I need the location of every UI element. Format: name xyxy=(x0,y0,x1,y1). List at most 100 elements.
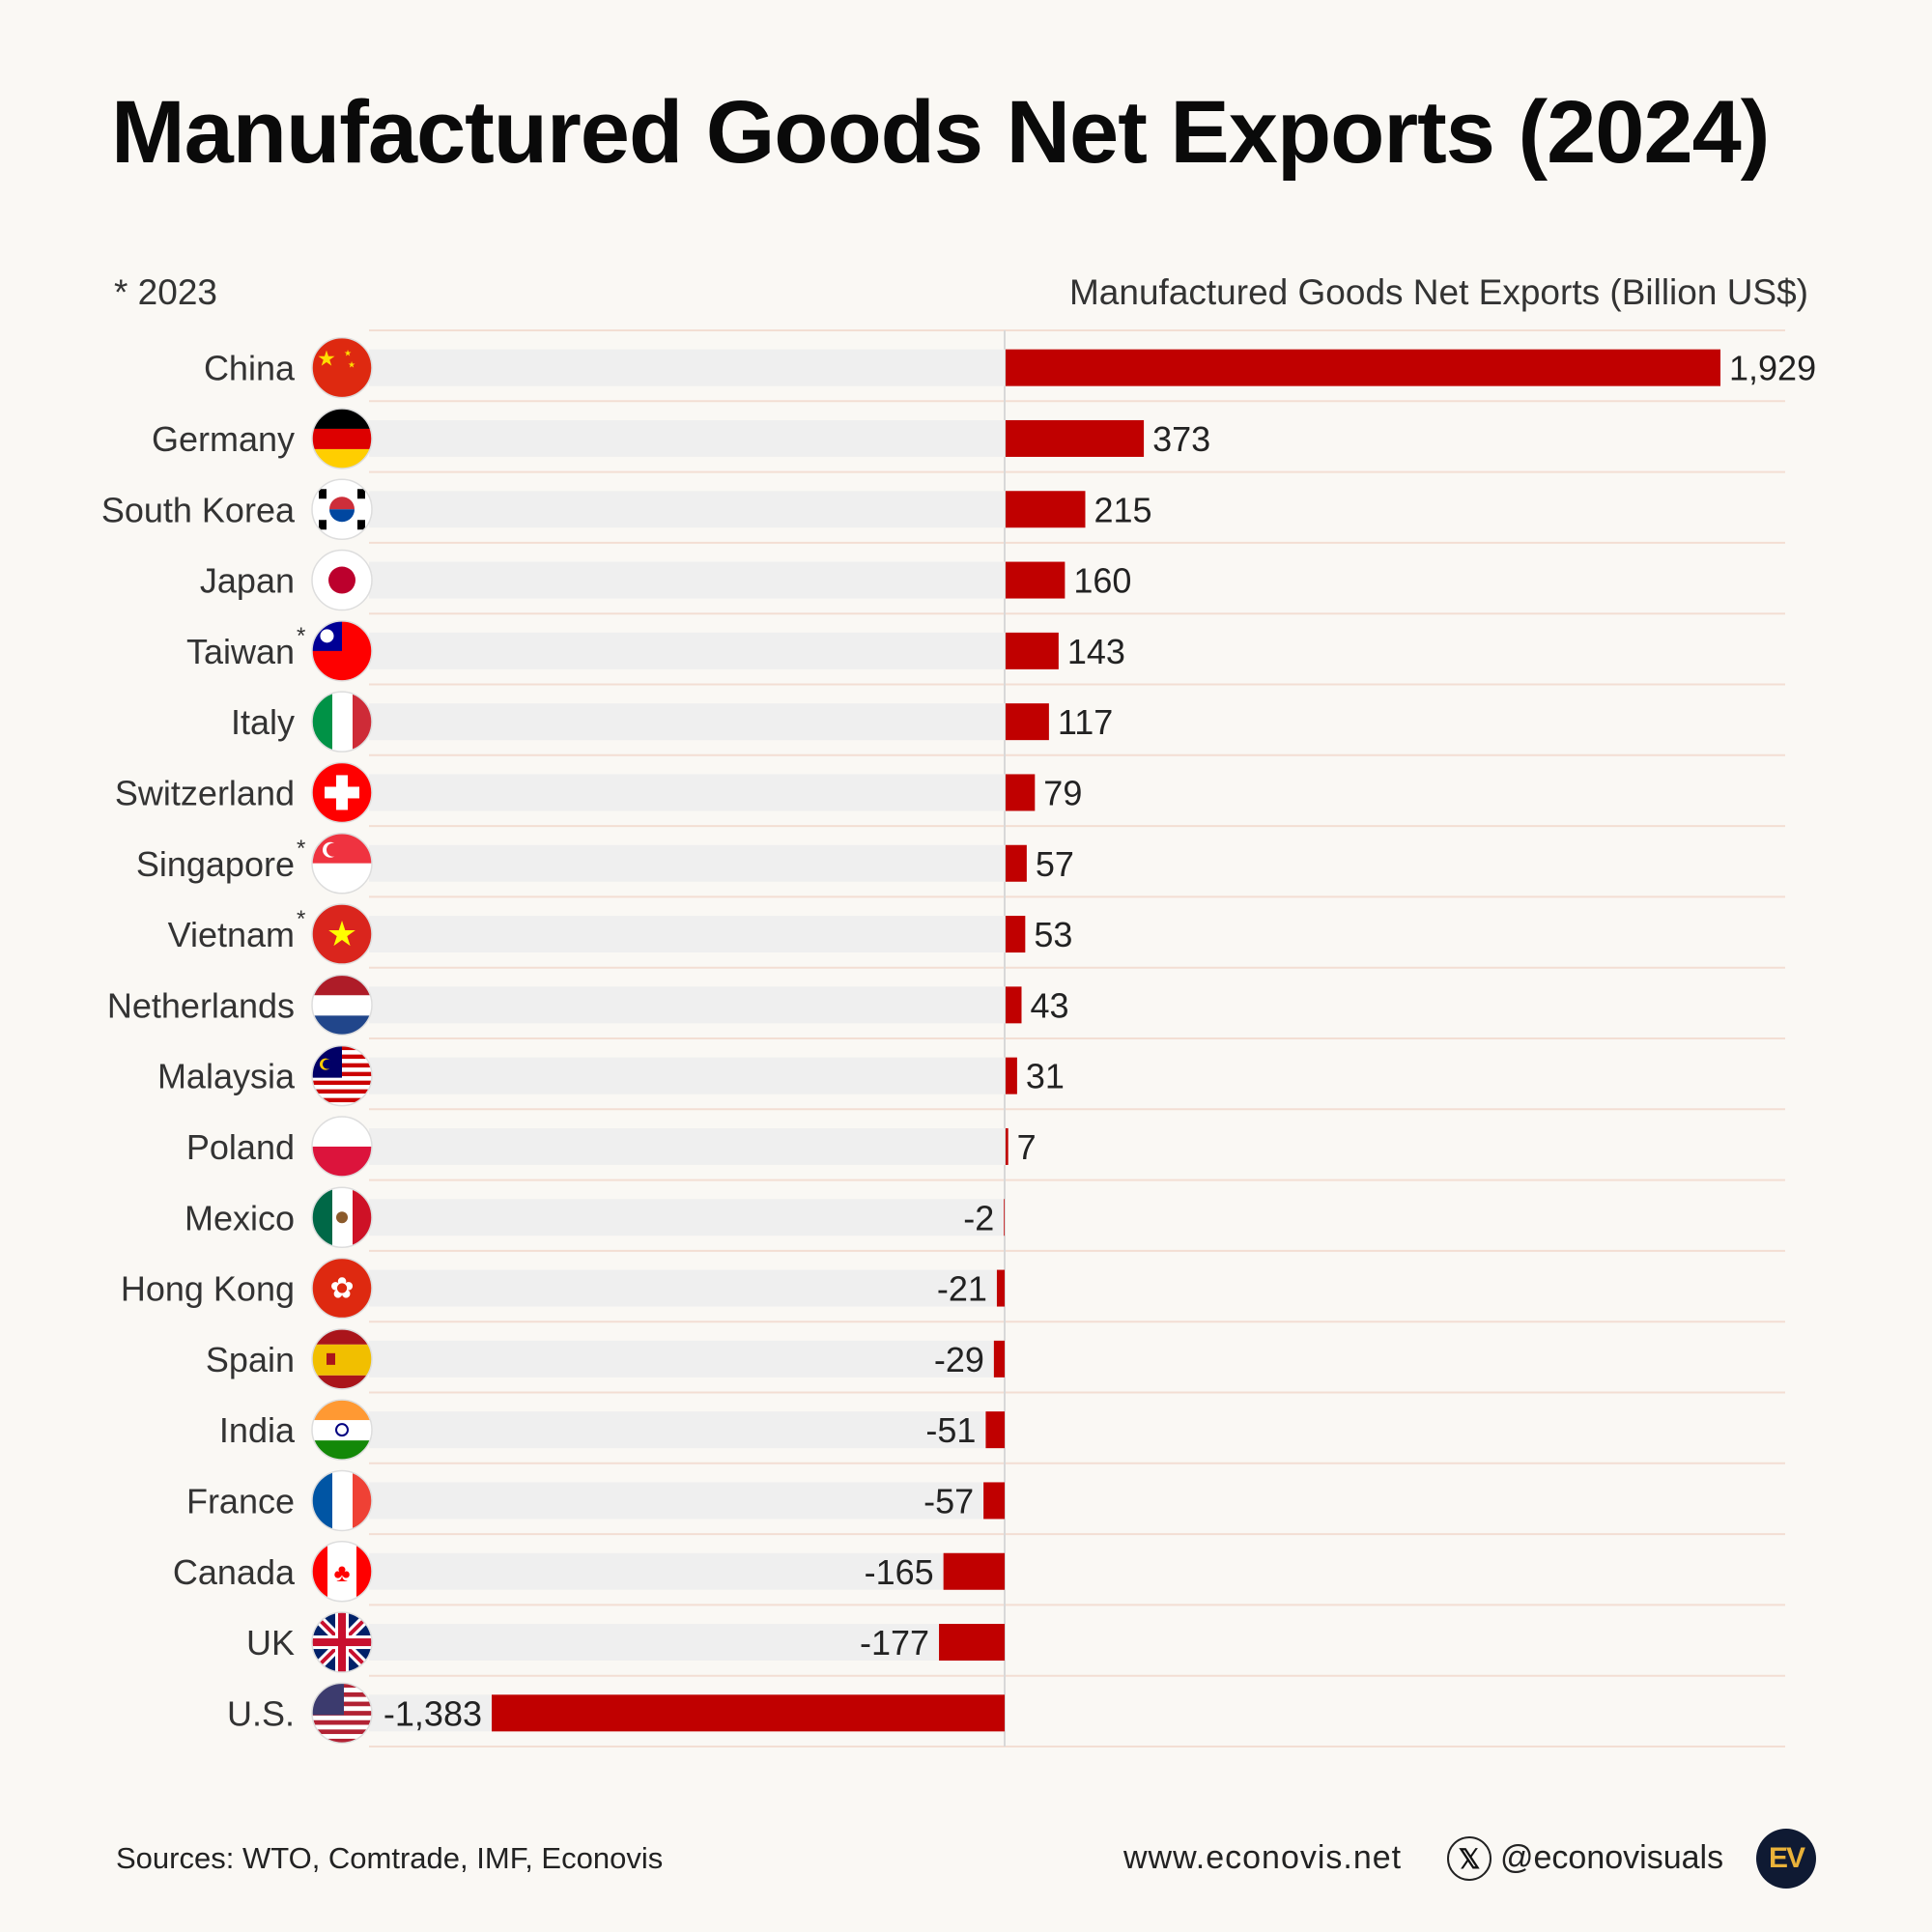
value-label: -1,383 xyxy=(384,1693,482,1733)
value-label: 57 xyxy=(1036,844,1074,884)
bar-switzerland xyxy=(1006,774,1036,811)
bar-germany xyxy=(1006,419,1145,457)
category-label: UK xyxy=(246,1623,295,1662)
bar-japan xyxy=(1006,561,1065,599)
value-label: 53 xyxy=(1034,915,1072,954)
svg-text:★: ★ xyxy=(344,349,352,358)
bar-track xyxy=(369,986,1005,1024)
value-label: -29 xyxy=(934,1340,984,1379)
bar-track xyxy=(369,1199,1005,1236)
bar-spain xyxy=(993,1340,1005,1378)
asterisk-2023: * xyxy=(297,906,305,932)
bar-hong-kong xyxy=(996,1269,1005,1307)
taiwan-flag-icon xyxy=(311,620,373,682)
category-label: U.S. xyxy=(227,1693,295,1733)
category-label: Japan xyxy=(200,561,295,601)
bar-poland xyxy=(1006,1127,1009,1165)
italy-flag-icon xyxy=(311,691,373,753)
x-logo-icon: 𝕏 xyxy=(1447,1836,1492,1881)
chart-title: Manufactured Goods Net Exports (2024) xyxy=(111,83,1770,182)
bar-singapore xyxy=(1006,844,1027,882)
value-label: 117 xyxy=(1058,702,1113,742)
bar-track xyxy=(369,1482,1005,1520)
vietnam-flag-icon: ★ xyxy=(311,903,373,965)
value-label: 160 xyxy=(1073,561,1131,601)
category-label: France xyxy=(186,1481,295,1520)
bar-track xyxy=(369,1269,1005,1307)
china-flag-icon: ★ ★ ★ xyxy=(311,336,373,399)
category-label: Taiwan xyxy=(186,632,295,671)
sources-text: Sources: WTO, Comtrade, IMF, Econovis xyxy=(116,1841,664,1875)
category-label: Canada xyxy=(173,1552,296,1592)
bar-track xyxy=(369,1057,1005,1094)
category-label: India xyxy=(219,1410,296,1450)
value-label: 43 xyxy=(1030,985,1068,1025)
canada-flag-icon: ♣ xyxy=(311,1541,373,1603)
social-handle[interactable]: @econovisuals xyxy=(1500,1839,1724,1876)
value-label: -51 xyxy=(925,1410,976,1450)
uk-flag-icon xyxy=(311,1611,373,1673)
bar-track xyxy=(369,1411,1005,1449)
bar-track xyxy=(369,1624,1005,1662)
bar-track xyxy=(369,632,1005,669)
website-link[interactable]: www.econovis.net xyxy=(1123,1839,1403,1876)
value-label: -57 xyxy=(923,1481,974,1520)
value-label: -165 xyxy=(865,1552,934,1592)
bar-mexico xyxy=(1004,1199,1005,1236)
bar-track xyxy=(369,703,1005,741)
poland-flag-icon xyxy=(311,1116,373,1178)
singapore-flag-icon xyxy=(311,833,373,895)
india-flag-icon xyxy=(311,1399,373,1461)
bar-taiwan xyxy=(1006,632,1059,669)
bar-track xyxy=(369,844,1005,882)
bar-track xyxy=(369,774,1005,811)
category-label: South Korea xyxy=(101,490,296,529)
bar-track xyxy=(369,1127,1005,1165)
bar-vietnam xyxy=(1006,916,1026,953)
bar-south-korea xyxy=(1006,491,1086,528)
bar-track xyxy=(369,1552,1005,1590)
france-flag-icon xyxy=(311,1469,373,1532)
category-label: Malaysia xyxy=(157,1057,296,1096)
svg-text:★: ★ xyxy=(327,914,357,953)
bar-malaysia xyxy=(1006,1057,1017,1094)
category-label: Spain xyxy=(206,1340,295,1379)
category-label: Singapore xyxy=(136,844,295,884)
us-flag-icon xyxy=(311,1682,373,1745)
bar-track xyxy=(369,1340,1005,1378)
bar-track xyxy=(369,561,1005,599)
svg-text:♣: ♣ xyxy=(333,1558,350,1587)
germany-flag-icon xyxy=(311,408,373,469)
category-label: Mexico xyxy=(185,1198,295,1237)
svg-text:✿: ✿ xyxy=(329,1273,354,1305)
bar-italy xyxy=(1006,703,1049,741)
asterisk-2023: * xyxy=(297,836,305,862)
value-label: -21 xyxy=(937,1269,987,1309)
bar-track xyxy=(369,349,1005,386)
svg-text:★: ★ xyxy=(317,347,336,371)
category-label: Italy xyxy=(231,702,295,742)
category-label: China xyxy=(204,349,296,388)
value-label: 373 xyxy=(1152,419,1210,459)
bar-france xyxy=(983,1482,1005,1520)
hong-kong-flag-icon: ✿ xyxy=(311,1257,373,1320)
category-label: Hong Kong xyxy=(121,1269,295,1309)
econovis-logo: EV xyxy=(1756,1829,1816,1889)
value-label: -177 xyxy=(860,1623,929,1662)
value-label: 7 xyxy=(1017,1127,1037,1167)
bar-track xyxy=(369,419,1005,457)
bar-track xyxy=(369,916,1005,953)
category-label: Netherlands xyxy=(107,985,295,1025)
bar-india xyxy=(985,1411,1005,1449)
value-label: 215 xyxy=(1094,490,1151,529)
category-label: Switzerland xyxy=(115,773,295,812)
bar-u-s- xyxy=(492,1694,1005,1732)
category-label: Germany xyxy=(152,419,295,459)
value-label: 1,929 xyxy=(1729,349,1816,388)
south-korea-flag-icon xyxy=(311,478,373,540)
asterisk-2023: * xyxy=(297,623,305,649)
value-label: -2 xyxy=(963,1198,994,1237)
axis-title: Manufactured Goods Net Exports (Billion … xyxy=(1068,272,1808,312)
netherlands-flag-icon xyxy=(311,974,373,1037)
